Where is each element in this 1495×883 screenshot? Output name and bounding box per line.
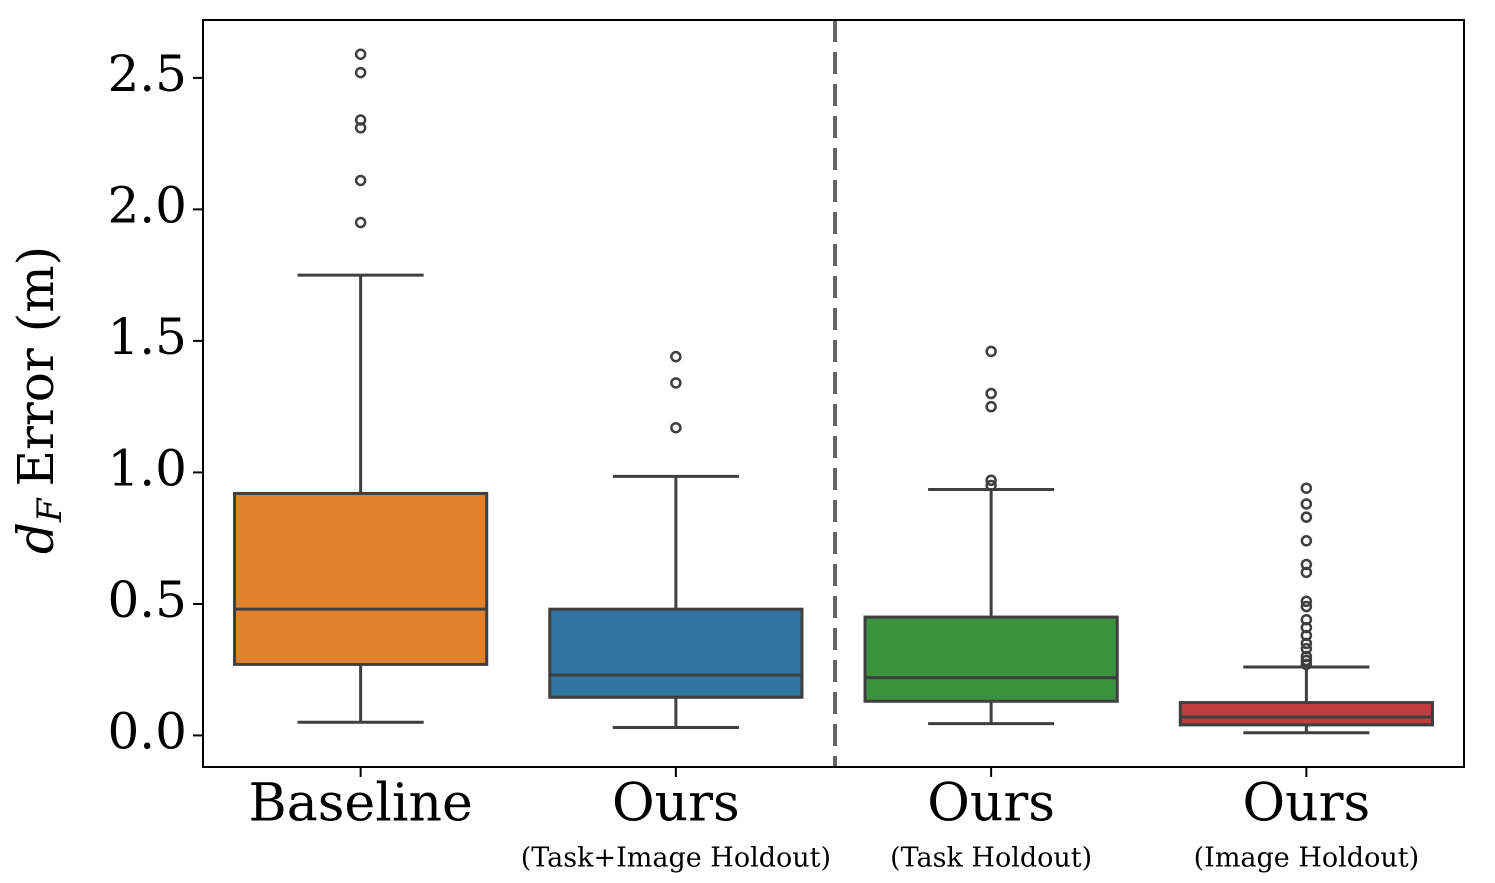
y-tick-label: 1.0: [107, 439, 187, 497]
box: [233, 491, 489, 666]
outlier: [354, 216, 367, 229]
box: [548, 607, 804, 699]
y-tick-label: 0.0: [107, 702, 187, 760]
x-tick-label: Ours: [927, 774, 1055, 834]
outlier: [1300, 654, 1313, 667]
outlier: [1300, 595, 1313, 608]
y-label-text: Error (m): [7, 246, 65, 487]
outlier: [354, 122, 367, 134]
outlier: [1300, 498, 1313, 510]
plot-frame: [202, 19, 1465, 768]
outlier: [985, 387, 997, 400]
outlier: [985, 345, 997, 358]
outlier: [1300, 566, 1313, 579]
y-tick-label: 0.5: [107, 571, 187, 629]
x-tick-label: Baseline: [249, 774, 473, 834]
outlier: [1300, 658, 1313, 671]
y-tick-label: 1.5: [107, 308, 187, 366]
outlier: [354, 66, 367, 79]
box: [863, 615, 1119, 703]
outlier: [985, 474, 997, 487]
y-label-symbol: d: [7, 522, 65, 554]
y-axis-label: dF Error (m): [7, 246, 70, 554]
outlier: [1300, 482, 1313, 494]
outlier: [670, 421, 682, 434]
x-tick-sublabel: (Image Holdout): [1194, 843, 1420, 874]
outlier: [670, 377, 682, 389]
outlier: [354, 174, 367, 187]
x-tick-sublabel: (Task+Image Holdout): [521, 843, 831, 874]
outlier: [1300, 535, 1313, 547]
y-tick-label: 2.5: [107, 45, 187, 103]
outlier: [1300, 600, 1313, 613]
x-tick-sublabel: (Task Holdout): [890, 843, 1092, 874]
outlier: [985, 479, 997, 492]
box: [1178, 701, 1434, 727]
outlier: [670, 350, 682, 363]
y-tick-label: 2.0: [107, 176, 187, 234]
x-tick-label: Ours: [1243, 774, 1371, 834]
outlier: [1300, 637, 1313, 650]
outlier: [985, 400, 997, 413]
outlier: [1300, 511, 1313, 523]
x-tick-label: Ours: [612, 774, 740, 834]
outlier: [354, 48, 367, 60]
y-label-subscript: F: [30, 497, 70, 523]
